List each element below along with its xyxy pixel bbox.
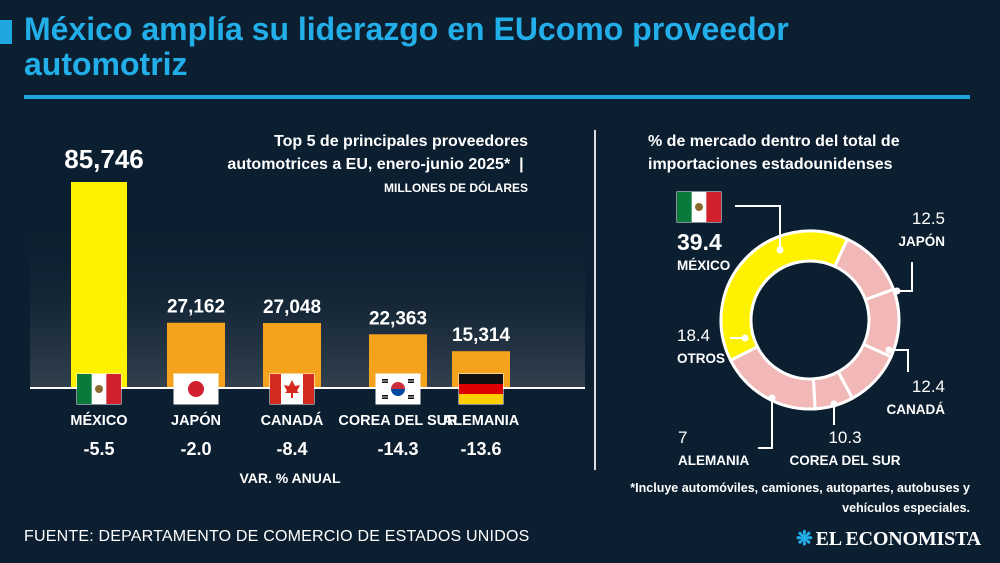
variation-label: -2.0	[180, 439, 211, 459]
slice-name-label: MÉXICO	[677, 258, 730, 273]
variation-label: -14.3	[377, 439, 418, 459]
mexico-flag-icon	[676, 191, 722, 223]
bar-value-label: 27,048	[263, 297, 321, 318]
slice-jap-n	[832, 237, 896, 302]
source-note: FUENTE: DEPARTAMENTO DE COMERCIO DE ESTA…	[24, 528, 530, 545]
brand-logo: ❋ EL ECONOMISTA	[796, 526, 981, 551]
leader-line	[897, 262, 913, 292]
flag-icons	[76, 373, 504, 405]
variation-label: -5.5	[83, 439, 114, 459]
leader-dot	[741, 334, 749, 342]
bar-chart-units: MILLONES DE DÓLARES	[383, 181, 528, 195]
slice-value-label: 18.4	[677, 326, 710, 345]
slice-value-label: 12.4	[912, 377, 945, 396]
leader-dot	[776, 246, 784, 254]
south-korea-flag-icon	[375, 373, 421, 405]
leader-line	[889, 349, 909, 372]
title-underline	[24, 95, 970, 99]
canada-flag-icon	[269, 373, 315, 405]
slice-value-label: 7	[678, 428, 687, 447]
title-separator: |	[514, 156, 528, 173]
bar-chart-title: Top 5 de principales proveedores automot…	[208, 130, 528, 200]
bar-value-label: 22,363	[369, 308, 427, 329]
bar-chart-title-text: Top 5 de principales proveedores automot…	[227, 133, 528, 173]
slice-m-xico	[719, 229, 850, 363]
slice-name-label: JAPÓN	[898, 234, 945, 249]
donut-labels: 39.4 MÉXICO 12.5 JAPÓN 12.4 CANADÁ 10.3 COREA D…	[676, 191, 946, 468]
leader-dot	[768, 394, 776, 402]
title-accent-bar	[0, 20, 12, 44]
slice-value-label: 10.3	[828, 428, 861, 447]
bar-labels: 85,746 MÉXICO -5.5 27,162 JAPÓN -2.0 27,048 CAN…	[64, 144, 520, 459]
leader-dot	[893, 287, 901, 295]
variation-label: -13.6	[460, 439, 501, 459]
brand-icon: ❋	[796, 528, 813, 550]
variation-caption: VAR. % ANUAL	[239, 470, 341, 486]
slice-name-label: COREA DEL SUR	[789, 453, 900, 468]
leader-line	[758, 398, 773, 449]
leader-dot	[885, 346, 893, 354]
category-label: CANADÁ	[261, 412, 324, 429]
bar-value-label: 85,746	[64, 144, 144, 174]
donut-chart	[719, 229, 901, 411]
slice-name-label: ALEMANIA	[678, 453, 749, 468]
panel-divider	[594, 130, 596, 470]
category-label: COREA DEL SUR	[338, 413, 458, 429]
leader-line	[735, 205, 781, 250]
footnote: *Incluye automóviles, camiones, autopart…	[630, 481, 970, 515]
bar-m-xico	[71, 182, 127, 388]
slice-otros	[728, 344, 817, 411]
mexico-flag-icon	[76, 373, 122, 405]
germany-flag-icon	[458, 373, 504, 405]
japan-flag-icon	[173, 373, 219, 405]
category-label: JAPÓN	[171, 411, 221, 429]
slice-value-label: 39.4	[677, 229, 722, 255]
donut-chart-title: % de mercado dentro del total de importa…	[648, 133, 900, 173]
leader-dot	[830, 400, 838, 408]
variation-label: -8.4	[276, 439, 307, 459]
category-label: ALEMANIA	[443, 413, 520, 429]
slice-name-label: OTROS	[677, 351, 725, 366]
bar-value-label: 27,162	[167, 297, 225, 318]
bar-value-label: 15,314	[452, 325, 511, 346]
category-label: MÉXICO	[70, 412, 127, 429]
slice-name-label: CANADÁ	[887, 402, 946, 417]
brand-name: EL ECONOMISTA	[815, 528, 982, 550]
page-title: México amplía su liderazgo en EUcomo pro…	[24, 11, 789, 82]
slice-value-label: 12.5	[912, 209, 945, 228]
